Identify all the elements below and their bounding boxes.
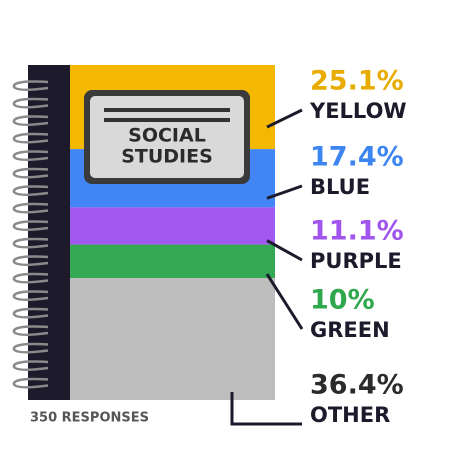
- category-label: BLUE: [310, 175, 370, 199]
- segment: [70, 207, 275, 245]
- value-label: 11.1%: [310, 216, 404, 247]
- responses-note: 350 RESPONSES: [30, 411, 149, 426]
- ring: [12, 220, 49, 231]
- value-label: 10%: [310, 285, 375, 316]
- segment: [70, 278, 275, 400]
- segment: [70, 244, 275, 279]
- label-card: [90, 96, 244, 178]
- ring: [12, 360, 49, 371]
- ring: [12, 290, 49, 301]
- category-label: PURPLE: [310, 249, 402, 273]
- value-label: 36.4%: [310, 370, 404, 401]
- category-label: OTHER: [310, 403, 390, 427]
- ring: [12, 255, 49, 266]
- ring: [12, 377, 49, 389]
- ring: [12, 185, 49, 196]
- ring: [12, 325, 49, 336]
- category-label: GREEN: [310, 318, 390, 342]
- ring: [12, 80, 49, 91]
- cover-title: SOCIAL: [128, 125, 206, 147]
- ring: [12, 115, 49, 126]
- ring: [12, 342, 49, 354]
- value-label: 25.1%: [310, 66, 404, 97]
- cover-label: SOCIAL STUDIES: [84, 90, 250, 184]
- spine: [28, 65, 70, 400]
- ring: [12, 167, 49, 179]
- leader-line: [265, 273, 304, 330]
- spiral: [12, 80, 49, 389]
- leader-line: [266, 108, 303, 129]
- leader-line: [266, 184, 303, 200]
- value-label: 17.4%: [310, 142, 404, 173]
- cover-title: STUDIES: [121, 146, 213, 168]
- ring: [12, 237, 49, 249]
- ring: [12, 132, 49, 144]
- category-label: YELLOW: [309, 99, 407, 123]
- labels: 25.1%YELLOW 17.4%BLUE 11.1%PURPLE 10%GREEN 3…: [230, 66, 407, 427]
- ring: [12, 202, 49, 214]
- ring: [12, 97, 49, 109]
- leader-line: [266, 239, 303, 262]
- ring: [12, 307, 49, 319]
- ring: [12, 272, 49, 284]
- leader-line: [230, 392, 302, 426]
- ring: [12, 150, 49, 161]
